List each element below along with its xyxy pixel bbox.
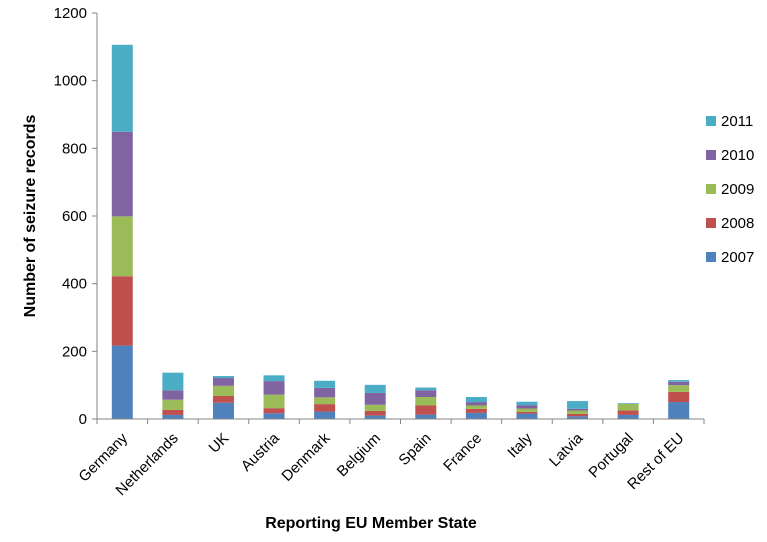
y-tick-label: 0	[79, 411, 87, 428]
bar-segment-2007-france	[465, 412, 487, 419]
legend-label-2009: 2009	[721, 181, 754, 198]
bar-segment-2008-portugal	[617, 410, 639, 415]
legend-label-2011: 2011	[721, 113, 753, 130]
bar-segment-2010-netherlands	[162, 390, 184, 400]
y-tick-label: 600	[62, 208, 87, 225]
legend-swatch-2011	[706, 116, 716, 126]
bar-segment-2007-spain	[415, 414, 437, 419]
x-axis-ticks	[96, 419, 705, 424]
bar-segment-2010-belgium	[364, 392, 386, 405]
bar-segment-2011-spain	[415, 387, 437, 391]
bar-segment-2010-spain	[415, 390, 437, 398]
legend: 2011 2010 2009 2008 2007	[706, 113, 754, 266]
bar-segment-2008-france	[465, 408, 487, 413]
legend-label-2007: 2007	[721, 249, 754, 266]
y-tick-label: 800	[62, 140, 87, 157]
x-category-label: UK	[206, 430, 233, 457]
y-tick-label: 1200	[54, 5, 87, 22]
bar-segment-2010-uk	[212, 378, 234, 386]
bar-segment-2011-france	[465, 397, 487, 403]
x-category-label: Denmark	[278, 429, 333, 484]
bar-segment-2008-spain	[415, 405, 437, 415]
bar-segment-2007-belgium	[364, 415, 386, 419]
x-axis-title: Reporting EU Member State	[265, 515, 477, 532]
bar-segment-2009-france	[465, 405, 487, 409]
bar-segment-2008-austria	[263, 408, 285, 414]
bar-segment-2011-latvia	[567, 401, 589, 409]
bar-segment-2010-germany	[111, 131, 133, 217]
bar-segment-2007-portugal	[617, 414, 639, 419]
x-category-label: France	[440, 430, 485, 475]
legend-swatch-2009	[706, 184, 716, 194]
y-tick-label: 1000	[54, 73, 87, 90]
bar-segment-2008-germany	[111, 276, 133, 346]
bar-segment-2010-denmark	[314, 387, 336, 398]
x-category-label: Latvia	[546, 429, 587, 470]
legend-swatch-2008	[706, 218, 716, 228]
bar-segment-2007-italy	[516, 413, 538, 419]
bar-segment-2010-austria	[263, 381, 285, 395]
bar-segment-2007-uk	[212, 402, 234, 419]
bar-segment-2010-latvia	[567, 408, 589, 411]
bar-segment-2011-austria	[263, 375, 285, 382]
bar-segment-2011-italy	[516, 401, 538, 406]
bar-segment-2011-portugal	[617, 403, 639, 404]
bar-segment-2011-uk	[212, 376, 234, 379]
legend-label-2010: 2010	[721, 147, 754, 164]
bar-segment-2011-belgium	[364, 384, 386, 393]
bar-segment-2009-italy	[516, 408, 538, 412]
legend-swatch-2007	[706, 252, 716, 262]
y-axis-ticks: 0 200 400 600 800 1000 1200	[54, 5, 97, 428]
bar-segment-2008-denmark	[314, 404, 336, 412]
bar-segment-2009-germany	[111, 216, 133, 277]
y-tick-label: 200	[62, 343, 87, 360]
y-tick-label: 400	[62, 276, 87, 293]
bar-segment-2009-uk	[212, 385, 234, 396]
bar-segment-2011-netherlands	[162, 372, 184, 391]
bar-segment-2011-rest-of-eu	[668, 380, 690, 382]
x-category-label: Austria	[238, 429, 283, 474]
bar-segment-2010-italy	[516, 405, 538, 409]
bar-segment-2011-germany	[111, 44, 133, 132]
bar-segment-2008-uk	[212, 395, 234, 403]
y-axis-title: Number of seizure records	[22, 115, 39, 318]
bar-segment-2007-rest-of-eu	[668, 402, 690, 419]
bar-segment-2008-italy	[516, 411, 538, 414]
bar-segment-2007-latvia	[567, 416, 589, 419]
bar-segment-2008-latvia	[567, 413, 589, 417]
bar-segment-2007-germany	[111, 345, 133, 419]
bar-segment-2009-denmark	[314, 397, 336, 405]
x-category-label: Belgium	[334, 430, 384, 480]
bar-segment-2007-austria	[263, 413, 285, 419]
bar-segment-2007-netherlands	[162, 414, 184, 419]
legend-label-2008: 2008	[721, 215, 754, 232]
x-category-label: Italy	[504, 429, 536, 461]
bar-segment-2009-belgium	[364, 404, 386, 411]
bar-segment-2008-belgium	[364, 410, 386, 416]
bar-segment-2009-latvia	[567, 410, 589, 414]
bar-segment-2009-netherlands	[162, 399, 184, 410]
bar-segment-2011-denmark	[314, 380, 336, 388]
bar-segment-2009-portugal	[617, 403, 639, 411]
bar-segment-2008-netherlands	[162, 409, 184, 415]
bar-segment-2009-spain	[415, 397, 437, 406]
legend-swatch-2010	[706, 150, 716, 160]
x-category-label: Spain	[395, 430, 434, 469]
bar-segment-2008-rest-of-eu	[668, 391, 690, 403]
bar-segment-2010-france	[465, 402, 487, 406]
bar-segment-2007-denmark	[314, 411, 336, 419]
bar-segment-2009-rest-of-eu	[668, 385, 690, 392]
x-category-label: Portugal	[585, 430, 637, 482]
bar-segment-2010-rest-of-eu	[668, 381, 690, 386]
bar-segment-2009-austria	[263, 394, 285, 409]
